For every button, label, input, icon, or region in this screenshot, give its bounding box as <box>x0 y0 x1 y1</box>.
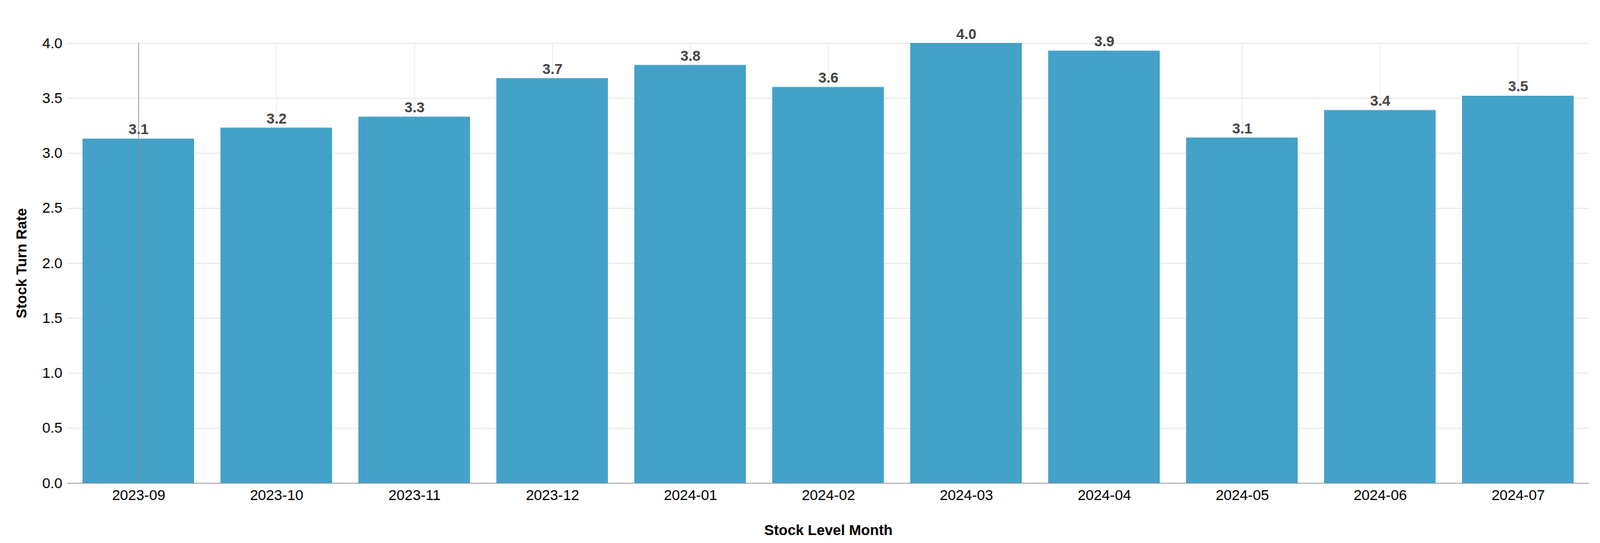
svg-text:3.6: 3.6 <box>818 69 839 86</box>
svg-text:4.0: 4.0 <box>42 34 63 52</box>
svg-text:Stock Turn Rate: Stock Turn Rate <box>13 207 30 319</box>
svg-text:0.5: 0.5 <box>42 419 63 436</box>
svg-text:2023-10: 2023-10 <box>250 486 304 503</box>
svg-text:2024-05: 2024-05 <box>1215 486 1270 503</box>
svg-text:0.0: 0.0 <box>42 474 63 492</box>
svg-text:3.1: 3.1 <box>1232 120 1253 137</box>
svg-text:3.4: 3.4 <box>1370 92 1391 109</box>
svg-text:2023-11: 2023-11 <box>388 486 441 503</box>
svg-text:3.7: 3.7 <box>542 60 564 78</box>
svg-text:2.5: 2.5 <box>42 199 63 216</box>
svg-text:3.0: 3.0 <box>42 144 63 162</box>
svg-text:2024-04: 2024-04 <box>1077 486 1132 503</box>
svg-text:1.5: 1.5 <box>42 309 63 327</box>
svg-text:3.3: 3.3 <box>404 99 426 116</box>
svg-text:Stock Level Month: Stock Level Month <box>764 521 893 538</box>
svg-text:3.9: 3.9 <box>1094 33 1115 50</box>
svg-text:3.8: 3.8 <box>680 47 701 65</box>
svg-text:2024-02: 2024-02 <box>801 486 856 503</box>
svg-text:2024-07: 2024-07 <box>1491 486 1546 503</box>
svg-text:2023-12: 2023-12 <box>526 486 580 503</box>
svg-text:3.5: 3.5 <box>1508 77 1529 95</box>
svg-text:3.5: 3.5 <box>42 89 63 107</box>
svg-text:2023-09: 2023-09 <box>112 486 166 503</box>
svg-text:3.2: 3.2 <box>266 110 288 127</box>
svg-text:2024-06: 2024-06 <box>1353 486 1408 503</box>
svg-text:1.0: 1.0 <box>42 364 63 381</box>
svg-text:2024-01: 2024-01 <box>664 486 718 503</box>
svg-text:3.1: 3.1 <box>128 121 149 138</box>
svg-text:2024-03: 2024-03 <box>939 486 994 503</box>
svg-text:2.0: 2.0 <box>42 254 63 272</box>
svg-text:4.0: 4.0 <box>956 25 977 43</box>
